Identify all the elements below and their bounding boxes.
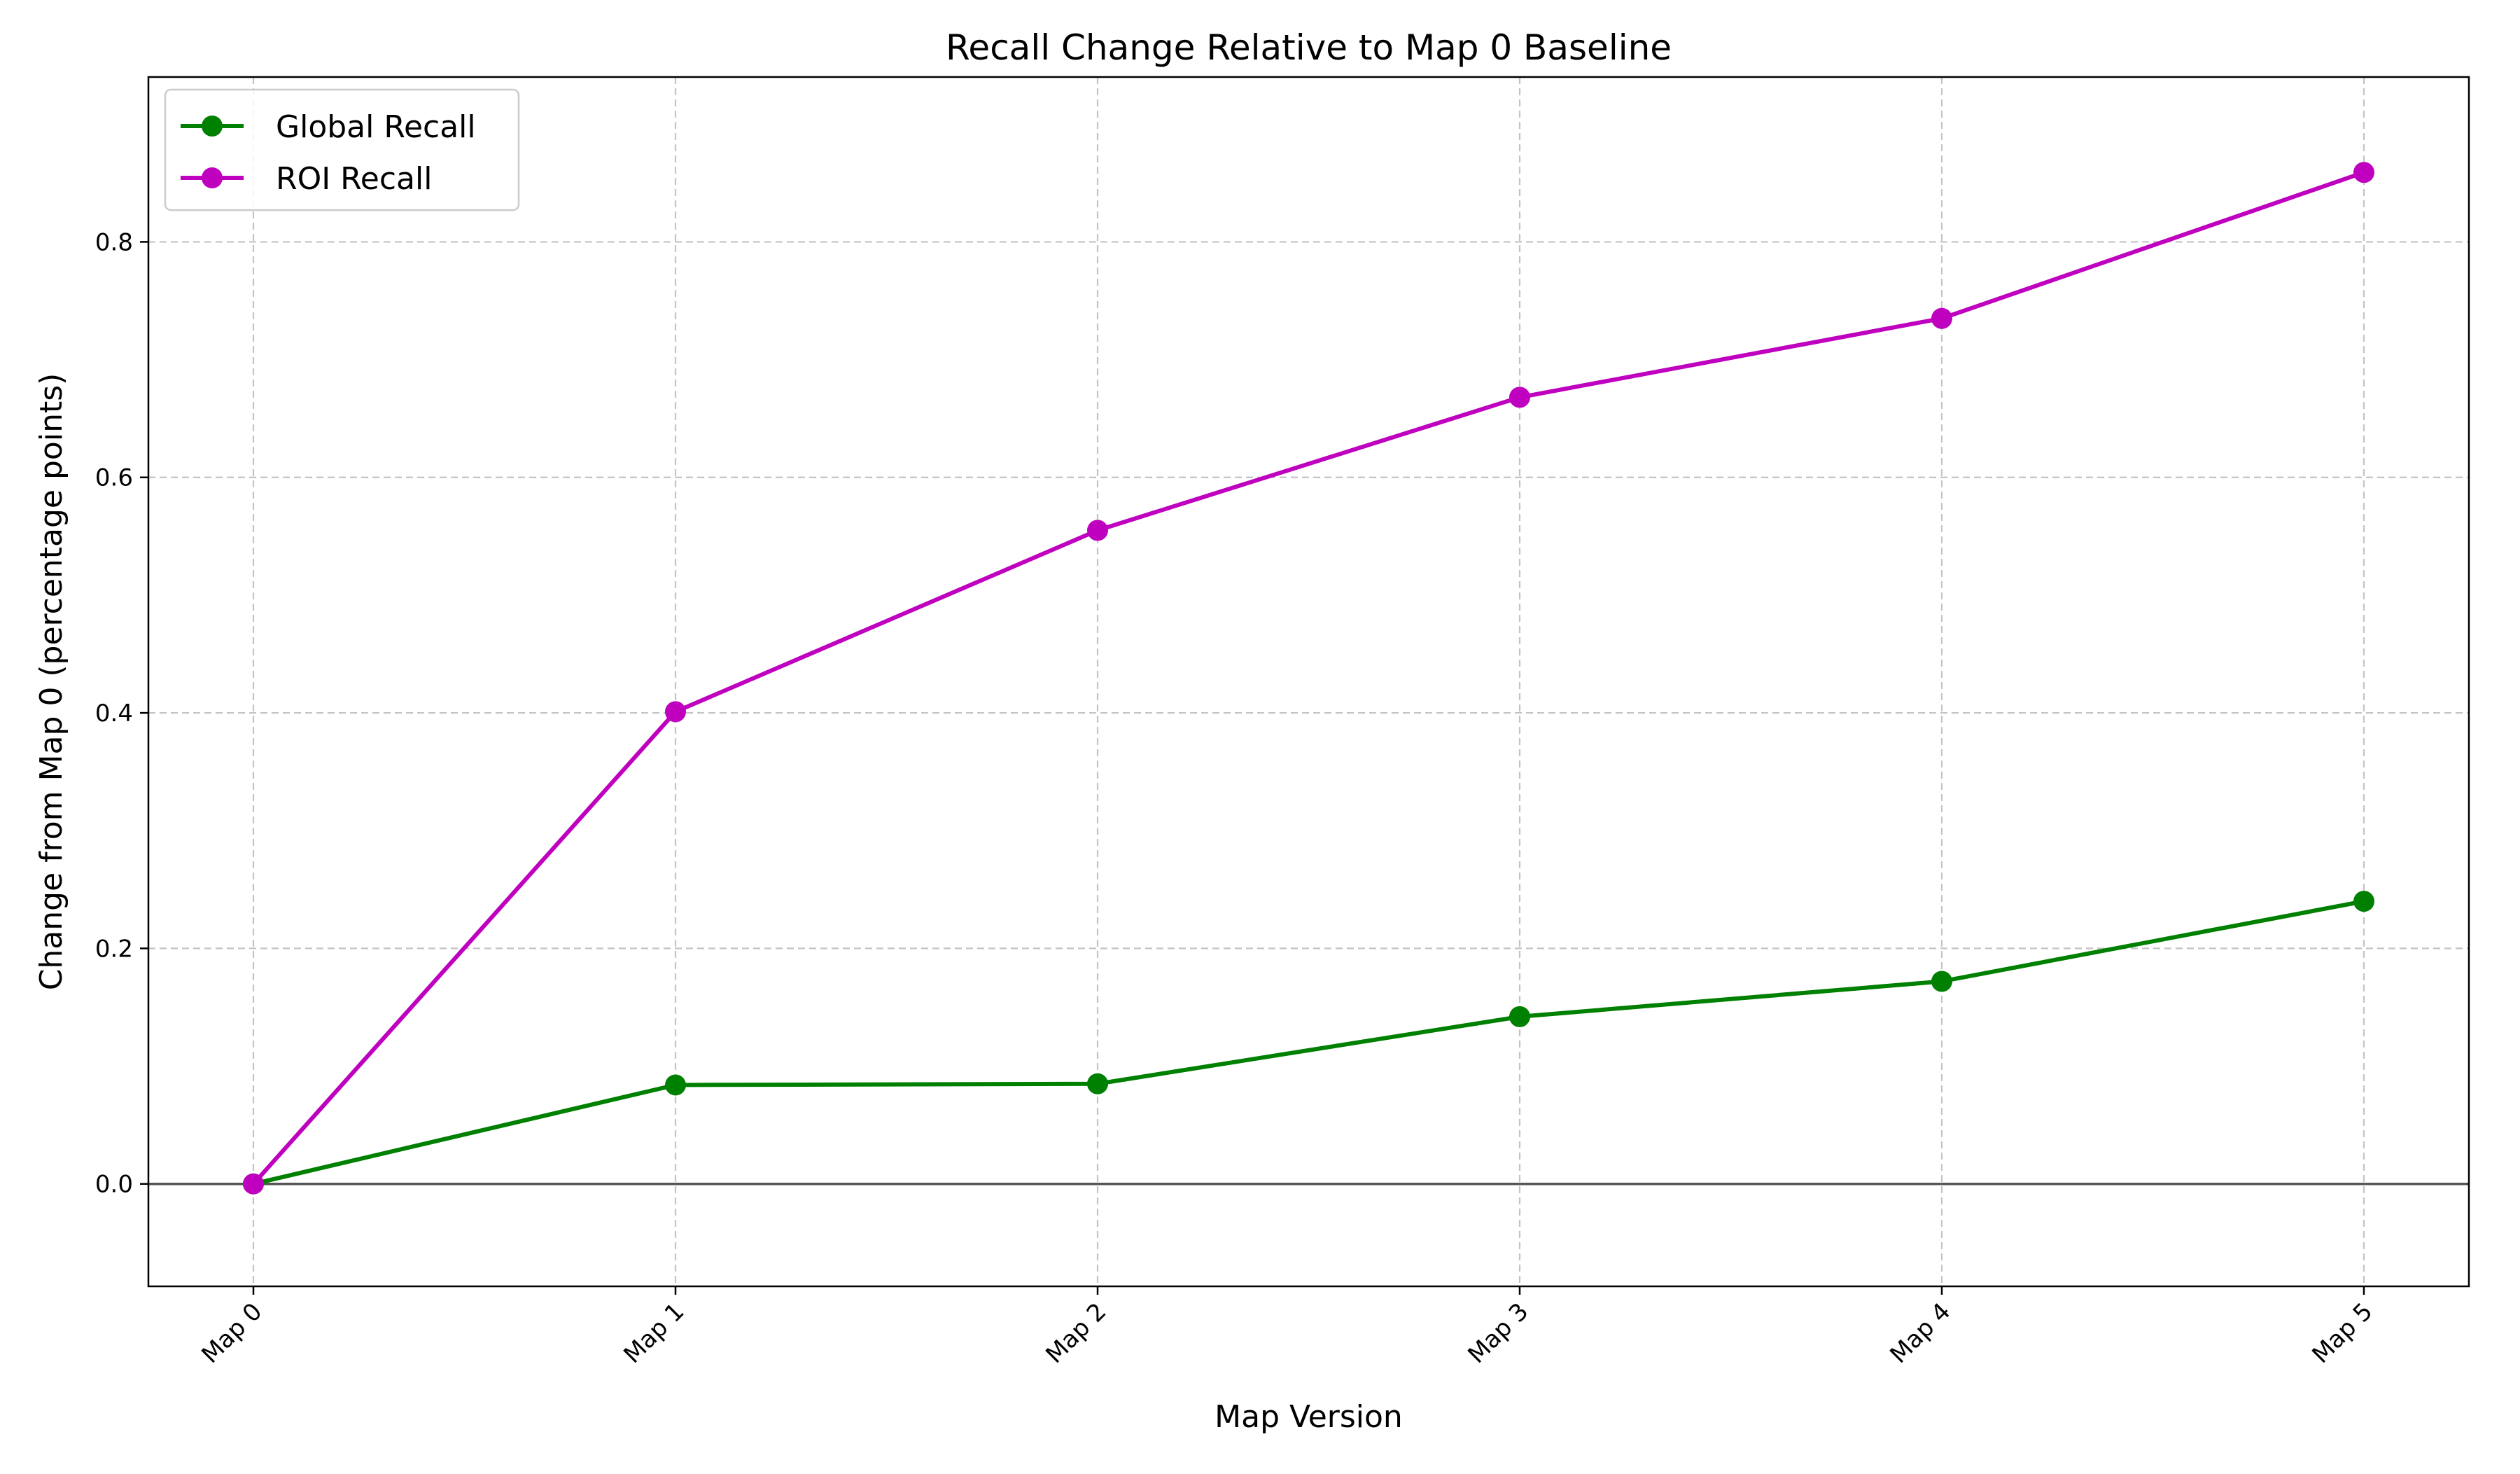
- legend: Global Recall ROI Recall: [164, 88, 520, 211]
- plot-frame: [147, 76, 2470, 1288]
- y-tick-label: 0.0: [95, 1171, 133, 1199]
- x-tick-label: Map 0: [196, 1298, 267, 1369]
- y-tick-label: 0.4: [95, 700, 133, 728]
- x-axis-ticks: Map 0 Map 1 Map 2 Map 3 Map 4 Map 5: [196, 1286, 2378, 1369]
- data-point: [1931, 971, 1952, 992]
- data-point: [665, 1074, 686, 1096]
- x-tick-label: Map 3: [1462, 1298, 1534, 1369]
- y-axis-ticks: 0.0 0.2 0.4 0.6 0.8: [95, 228, 148, 1199]
- y-tick-label: 0.2: [95, 935, 133, 963]
- x-tick-label: Map 4: [1884, 1298, 1956, 1369]
- data-point: [1087, 520, 1108, 541]
- legend-item: Global Recall: [181, 109, 476, 145]
- series-global-recall: [243, 891, 2374, 1195]
- series-roi-recall: [243, 162, 2374, 1195]
- legend-label: ROI Recall: [276, 161, 432, 197]
- x-tick-label: Map 2: [1040, 1298, 1112, 1369]
- data-point: [1509, 387, 1530, 408]
- legend-marker: [202, 167, 223, 188]
- data-point: [1509, 1006, 1530, 1027]
- data-point: [243, 1173, 264, 1195]
- y-tick-label: 0.8: [95, 228, 133, 256]
- data-point: [665, 701, 686, 723]
- x-tick-label: Map 1: [618, 1298, 690, 1369]
- y-tick-label: 0.6: [95, 464, 133, 492]
- data-point: [2353, 162, 2374, 183]
- legend-label: Global Recall: [276, 109, 476, 145]
- data-point: [1931, 307, 1952, 329]
- x-axis-label: Map Version: [1214, 1399, 1403, 1435]
- y-axis-label: Change from Map 0 (percentage points): [34, 373, 69, 991]
- legend-item: ROI Recall: [181, 161, 432, 197]
- data-point: [1087, 1073, 1108, 1094]
- series-layer: [243, 162, 2374, 1195]
- series-line: [251, 170, 2366, 1186]
- series-line: [251, 899, 2366, 1186]
- x-tick-label: Map 5: [2306, 1298, 2378, 1369]
- legend-box: [164, 88, 520, 211]
- chart-title: Recall Change Relative to Map 0 Baseline: [946, 27, 1672, 68]
- data-point: [2353, 891, 2374, 912]
- legend-marker: [202, 116, 223, 137]
